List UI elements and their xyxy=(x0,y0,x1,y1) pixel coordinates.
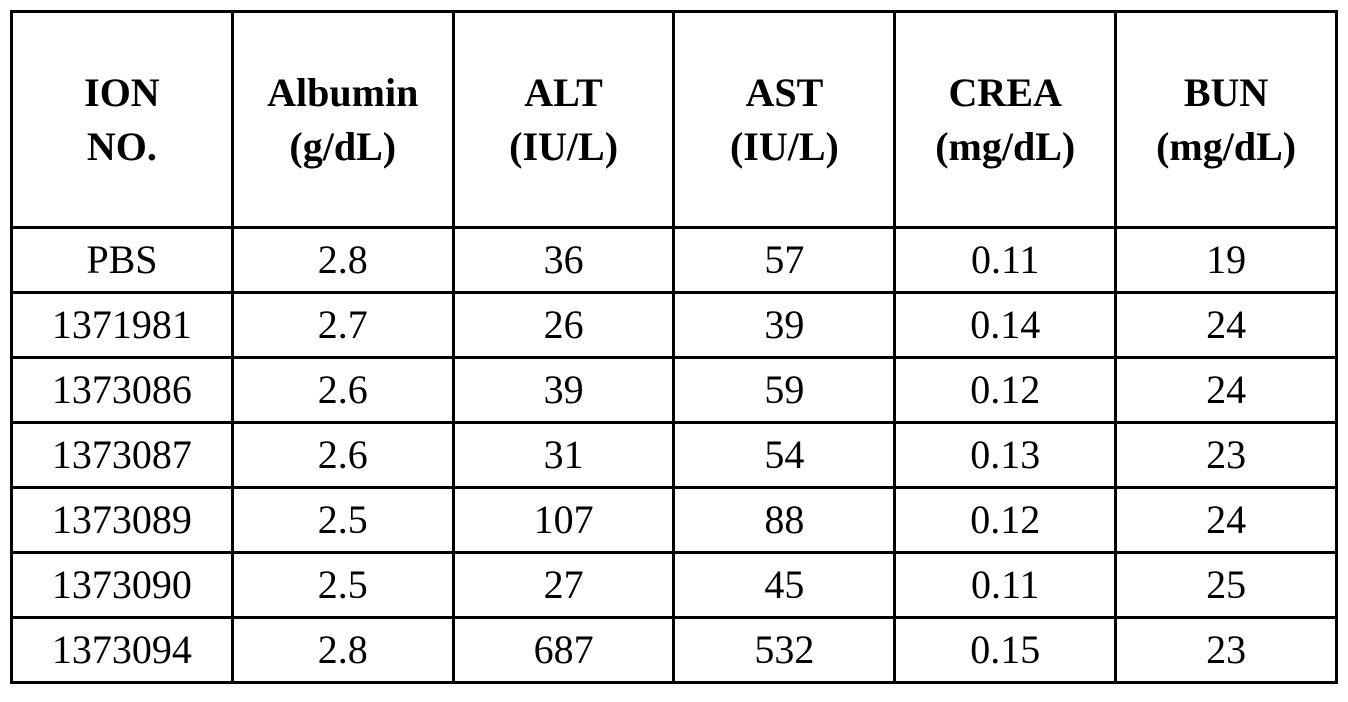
table-cell: 2.8 xyxy=(230,226,455,294)
column-header-line: Albumin xyxy=(267,69,419,115)
table-row: 1373094 2.8 687 532 0.15 23 xyxy=(10,616,1338,684)
column-header: ION NO. xyxy=(10,10,234,229)
table-cell: 1373089 xyxy=(10,486,234,554)
table-cell: 24 xyxy=(1114,291,1338,359)
table-cell: 23 xyxy=(1114,421,1338,489)
table-cell: 59 xyxy=(672,356,897,424)
table-cell: 0.12 xyxy=(893,486,1118,554)
table-cell: 25 xyxy=(1114,551,1338,619)
table-head: ION NO. Albumin (g/dL) ALT (IU/L) AST (IU/L) CRE… xyxy=(10,10,1338,229)
lab-results-table: ION NO. Albumin (g/dL) ALT (IU/L) AST (IU/L) CRE… xyxy=(10,10,1338,684)
column-header-line: ALT xyxy=(524,69,603,115)
table-cell: 1373094 xyxy=(10,616,234,684)
table-cell: 0.11 xyxy=(893,226,1118,294)
column-header: ALT (IU/L) xyxy=(451,10,676,229)
table-cell: 1371981 xyxy=(10,291,234,359)
table-cell: 39 xyxy=(672,291,897,359)
table-cell: 687 xyxy=(451,616,676,684)
table-cell: 2.7 xyxy=(230,291,455,359)
table-cell: 88 xyxy=(672,486,897,554)
table-cell: 1373087 xyxy=(10,421,234,489)
table-cell: 27 xyxy=(451,551,676,619)
column-header: BUN (mg/dL) xyxy=(1114,10,1338,229)
table-cell: PBS xyxy=(10,226,234,294)
table-cell: 2.6 xyxy=(230,421,455,489)
table-row: 1373086 2.6 39 59 0.12 24 xyxy=(10,356,1338,424)
table-row: 1371981 2.7 26 39 0.14 24 xyxy=(10,291,1338,359)
table-cell: 0.14 xyxy=(893,291,1118,359)
table-cell: 0.15 xyxy=(893,616,1118,684)
column-header: AST (IU/L) xyxy=(672,10,897,229)
column-header-line: (mg/dL) xyxy=(1156,123,1297,169)
table-row: 1373089 2.5 107 88 0.12 24 xyxy=(10,486,1338,554)
table-cell: 0.11 xyxy=(893,551,1118,619)
table-cell: 1373090 xyxy=(10,551,234,619)
table-cell: 2.8 xyxy=(230,616,455,684)
column-header-line: BUN xyxy=(1183,69,1269,115)
table-cell: 45 xyxy=(672,551,897,619)
table-row: 1373087 2.6 31 54 0.13 23 xyxy=(10,421,1338,489)
column-header-line: ION xyxy=(84,69,160,115)
table-cell: 0.12 xyxy=(893,356,1118,424)
table-cell: 107 xyxy=(451,486,676,554)
table-row: 1373090 2.5 27 45 0.11 25 xyxy=(10,551,1338,619)
column-header-line: AST xyxy=(745,69,824,115)
table-cell: 2.5 xyxy=(230,551,455,619)
table-cell: 26 xyxy=(451,291,676,359)
table-cell: 36 xyxy=(451,226,676,294)
table-cell: 532 xyxy=(672,616,897,684)
table-body: PBS 2.8 36 57 0.11 19 1371981 2.7 26 39 0.14 24 1373… xyxy=(10,226,1338,684)
column-header-line: (g/dL) xyxy=(289,123,397,169)
table-cell: 24 xyxy=(1114,486,1338,554)
column-header: CREA (mg/dL) xyxy=(893,10,1118,229)
table-cell: 24 xyxy=(1114,356,1338,424)
table-cell: 19 xyxy=(1114,226,1338,294)
table-cell: 23 xyxy=(1114,616,1338,684)
column-header-line: NO. xyxy=(86,123,157,169)
column-header-line: (IU/L) xyxy=(509,123,619,169)
column-header-line: (mg/dL) xyxy=(935,123,1076,169)
table-cell: 31 xyxy=(451,421,676,489)
table-cell: 1373086 xyxy=(10,356,234,424)
table-cell: 0.13 xyxy=(893,421,1118,489)
column-header-line: CREA xyxy=(948,69,1062,115)
table-row: PBS 2.8 36 57 0.11 19 xyxy=(10,226,1338,294)
table-cell: 2.5 xyxy=(230,486,455,554)
header-row: ION NO. Albumin (g/dL) ALT (IU/L) AST (IU/L) CRE… xyxy=(10,10,1338,229)
table-cell: 39 xyxy=(451,356,676,424)
table-cell: 2.6 xyxy=(230,356,455,424)
table-cell: 57 xyxy=(672,226,897,294)
column-header-line: (IU/L) xyxy=(729,123,839,169)
column-header: Albumin (g/dL) xyxy=(230,10,455,229)
table-cell: 54 xyxy=(672,421,897,489)
